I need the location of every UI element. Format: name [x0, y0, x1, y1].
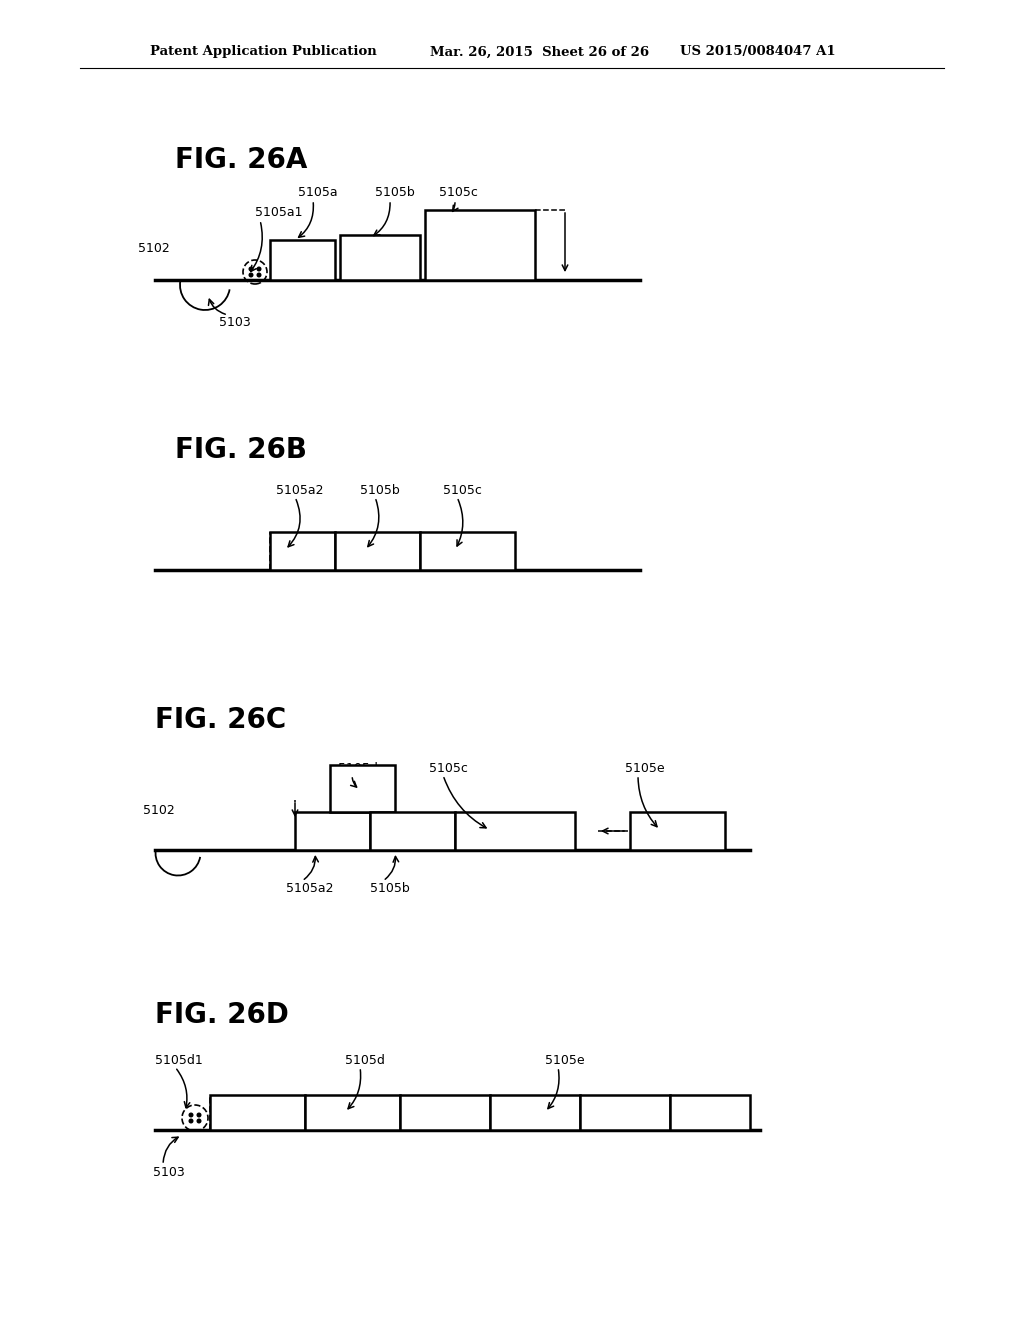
Bar: [420, 532, 515, 570]
Bar: [670, 1096, 750, 1130]
Bar: [340, 235, 420, 280]
Text: 5105c: 5105c: [429, 762, 467, 775]
Text: 5105d: 5105d: [338, 762, 378, 775]
Circle shape: [189, 1119, 193, 1123]
Bar: [370, 812, 455, 850]
Bar: [335, 532, 420, 570]
Text: Patent Application Publication: Patent Application Publication: [150, 45, 377, 58]
Text: 5105d1: 5105d1: [155, 1053, 203, 1067]
Text: 5105a1: 5105a1: [255, 206, 302, 219]
Bar: [305, 1096, 400, 1130]
Bar: [295, 812, 370, 850]
Text: US 2015/0084047 A1: US 2015/0084047 A1: [680, 45, 836, 58]
Circle shape: [198, 1119, 201, 1123]
Text: 5103: 5103: [153, 1166, 184, 1179]
Text: 5105c: 5105c: [438, 186, 477, 199]
Bar: [580, 1096, 670, 1130]
Text: 5105a2: 5105a2: [287, 882, 334, 895]
Bar: [270, 240, 335, 280]
Bar: [330, 766, 395, 812]
Text: FIG. 26C: FIG. 26C: [155, 706, 287, 734]
Text: 5105b: 5105b: [370, 882, 410, 895]
Text: 5102: 5102: [143, 804, 175, 817]
Text: 5103: 5103: [219, 315, 251, 329]
Circle shape: [198, 1113, 201, 1117]
Bar: [455, 812, 575, 850]
Bar: [210, 1096, 305, 1130]
Circle shape: [257, 273, 261, 277]
Bar: [490, 1096, 580, 1130]
Text: 5102: 5102: [138, 242, 170, 255]
Text: FIG. 26A: FIG. 26A: [175, 147, 307, 174]
Circle shape: [257, 267, 261, 271]
Circle shape: [249, 267, 253, 271]
Text: 5105b: 5105b: [375, 186, 415, 199]
Text: 5105e: 5105e: [626, 762, 665, 775]
Text: 5105d: 5105d: [345, 1053, 385, 1067]
Text: 5105c: 5105c: [442, 483, 481, 496]
Text: 5105e: 5105e: [545, 1053, 585, 1067]
Bar: [425, 210, 535, 280]
Text: 5105b: 5105b: [360, 483, 400, 496]
Bar: [630, 812, 725, 850]
Text: Mar. 26, 2015  Sheet 26 of 26: Mar. 26, 2015 Sheet 26 of 26: [430, 45, 649, 58]
Text: 5105a: 5105a: [298, 186, 338, 199]
Bar: [400, 1096, 490, 1130]
Text: FIG. 26D: FIG. 26D: [155, 1001, 289, 1030]
Circle shape: [189, 1113, 193, 1117]
Text: 5105a2: 5105a2: [276, 483, 324, 496]
Text: FIG. 26B: FIG. 26B: [175, 436, 307, 465]
Bar: [270, 532, 335, 570]
Circle shape: [249, 273, 253, 277]
